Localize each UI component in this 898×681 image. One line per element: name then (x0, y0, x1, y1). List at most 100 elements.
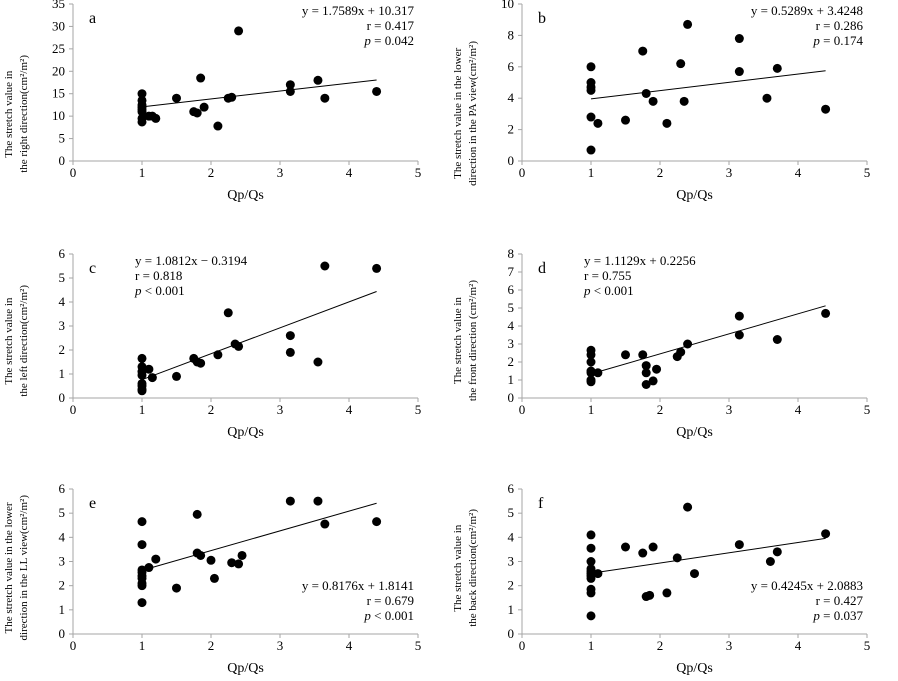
svg-text:3: 3 (277, 638, 284, 653)
svg-text:r = 0.679: r = 0.679 (367, 593, 414, 608)
svg-text:r = 0.818: r = 0.818 (135, 268, 182, 283)
svg-text:e: e (89, 495, 96, 512)
svg-text:r = 0.417: r = 0.417 (367, 18, 415, 33)
svg-text:4: 4 (346, 165, 353, 180)
svg-text:1: 1 (139, 165, 146, 180)
svg-text:5: 5 (864, 638, 871, 653)
svg-text:3: 3 (277, 165, 284, 180)
svg-text:4: 4 (508, 90, 515, 105)
svg-text:4: 4 (795, 638, 802, 653)
svg-text:4: 4 (59, 529, 66, 544)
svg-text:Qp/Qs: Qp/Qs (676, 188, 713, 203)
svg-text:5: 5 (864, 165, 871, 180)
svg-text:6: 6 (59, 246, 66, 261)
svg-text:0: 0 (519, 638, 526, 653)
svg-text:Qp/Qs: Qp/Qs (227, 188, 264, 203)
svg-text:Qp/Qs: Qp/Qs (227, 425, 264, 440)
svg-text:6: 6 (508, 59, 515, 74)
svg-text:y = 1.7589x + 10.317: y = 1.7589x + 10.317 (302, 3, 415, 18)
svg-text:r = 0.427: r = 0.427 (816, 593, 864, 608)
svg-text:1: 1 (588, 402, 595, 417)
svg-text:5: 5 (508, 300, 515, 315)
svg-text:3: 3 (726, 165, 733, 180)
svg-text:b: b (538, 10, 546, 27)
svg-text:0: 0 (519, 402, 526, 417)
svg-text:y = 1.0812x − 0.3194: y = 1.0812x − 0.3194 (135, 253, 248, 268)
svg-text:1: 1 (588, 638, 595, 653)
svg-text:p = 0.037: p = 0.037 (812, 608, 863, 623)
svg-text:5: 5 (508, 505, 515, 520)
svg-text:25: 25 (52, 41, 65, 56)
svg-text:1: 1 (588, 165, 595, 180)
svg-text:0: 0 (59, 390, 66, 405)
svg-text:7: 7 (508, 264, 515, 279)
svg-text:10: 10 (501, 0, 514, 11)
svg-text:6: 6 (508, 481, 515, 496)
svg-text:1: 1 (508, 372, 515, 387)
svg-text:5: 5 (415, 638, 422, 653)
svg-text:2: 2 (59, 342, 66, 357)
svg-text:2: 2 (508, 578, 515, 593)
svg-text:2: 2 (657, 165, 664, 180)
svg-text:y = 0.5289x + 3.4248: y = 0.5289x + 3.4248 (751, 3, 863, 18)
svg-text:10: 10 (52, 108, 65, 123)
svg-text:5: 5 (59, 270, 66, 285)
svg-text:4: 4 (508, 529, 515, 544)
svg-text:5: 5 (415, 165, 422, 180)
svg-text:2: 2 (508, 354, 515, 369)
svg-text:4: 4 (346, 402, 353, 417)
svg-text:y = 0.8176x + 1.8141: y = 0.8176x + 1.8141 (302, 578, 414, 593)
svg-text:p < 0.001: p < 0.001 (363, 608, 414, 623)
svg-text:2: 2 (208, 638, 215, 653)
svg-text:r = 0.286: r = 0.286 (816, 18, 864, 33)
svg-text:30: 30 (52, 18, 65, 33)
svg-text:y = 0.4245x + 2.0883: y = 0.4245x + 2.0883 (751, 578, 863, 593)
svg-text:d: d (538, 260, 546, 277)
svg-text:3: 3 (508, 336, 515, 351)
svg-text:6: 6 (59, 481, 66, 496)
svg-text:3: 3 (508, 554, 515, 569)
svg-text:0: 0 (508, 153, 515, 168)
svg-text:4: 4 (795, 402, 802, 417)
svg-text:f: f (538, 495, 544, 512)
svg-text:0: 0 (59, 626, 66, 641)
svg-text:3: 3 (277, 402, 284, 417)
svg-text:4: 4 (59, 294, 66, 309)
svg-text:3: 3 (726, 402, 733, 417)
svg-text:5: 5 (864, 402, 871, 417)
svg-text:4: 4 (508, 318, 515, 333)
svg-text:1: 1 (59, 366, 66, 381)
svg-text:0: 0 (508, 626, 515, 641)
svg-text:3: 3 (726, 638, 733, 653)
svg-text:a: a (89, 10, 96, 27)
svg-text:5: 5 (415, 402, 422, 417)
svg-text:3: 3 (59, 554, 66, 569)
svg-text:0: 0 (519, 165, 526, 180)
svg-text:3: 3 (59, 318, 66, 333)
svg-text:Qp/Qs: Qp/Qs (676, 661, 713, 676)
svg-text:1: 1 (139, 638, 146, 653)
svg-text:1: 1 (59, 602, 66, 617)
svg-text:0: 0 (70, 638, 77, 653)
svg-text:4: 4 (795, 165, 802, 180)
svg-text:8: 8 (508, 27, 515, 42)
svg-text:p = 0.042: p = 0.042 (363, 33, 414, 48)
svg-text:2: 2 (59, 578, 66, 593)
svg-text:0: 0 (70, 402, 77, 417)
svg-text:5: 5 (59, 505, 66, 520)
svg-text:Qp/Qs: Qp/Qs (227, 661, 264, 676)
svg-text:0: 0 (70, 165, 77, 180)
svg-text:p = 0.174: p = 0.174 (812, 33, 863, 48)
svg-text:15: 15 (52, 86, 65, 101)
svg-text:y = 1.1129x + 0.2256: y = 1.1129x + 0.2256 (584, 253, 696, 268)
svg-text:p < 0.001: p < 0.001 (134, 283, 185, 298)
svg-text:2: 2 (657, 402, 664, 417)
svg-text:1: 1 (139, 402, 146, 417)
svg-text:2: 2 (208, 402, 215, 417)
svg-text:1: 1 (508, 602, 515, 617)
svg-text:2: 2 (208, 165, 215, 180)
svg-text:4: 4 (346, 638, 353, 653)
svg-text:0: 0 (59, 153, 66, 168)
svg-text:8: 8 (508, 246, 515, 261)
svg-text:p < 0.001: p < 0.001 (583, 283, 634, 298)
